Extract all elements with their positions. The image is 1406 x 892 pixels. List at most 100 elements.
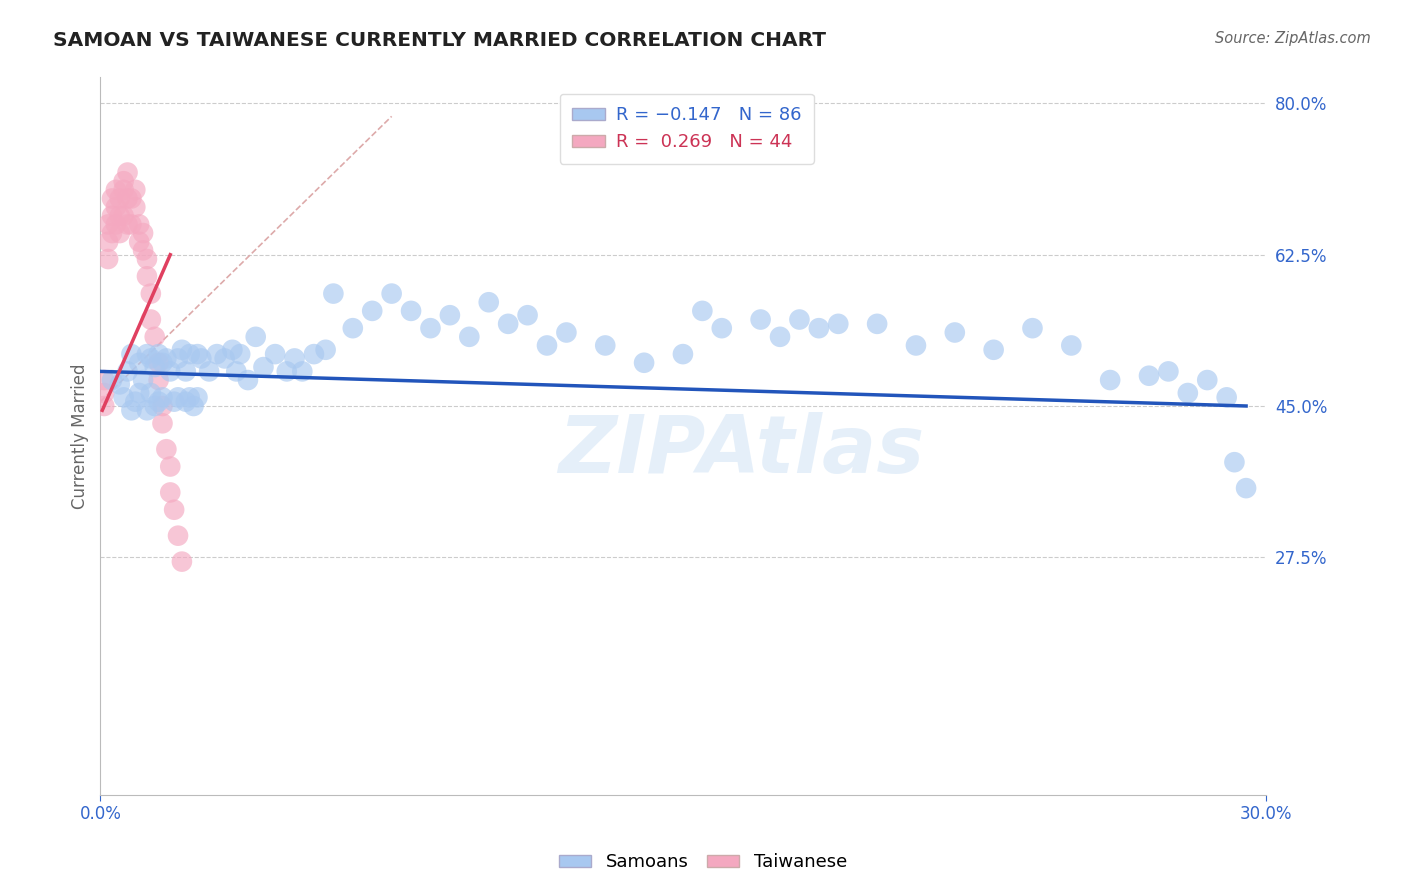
Point: [136, 347, 159, 361]
Point: [159, 364, 181, 378]
Point: [186, 347, 208, 361]
Point: [555, 326, 578, 340]
Point: [1215, 390, 1237, 404]
Point: [117, 364, 139, 378]
Point: [221, 343, 243, 357]
Point: [183, 399, 205, 413]
Text: Source: ZipAtlas.com: Source: ZipAtlas.com: [1215, 31, 1371, 46]
Point: [163, 502, 186, 516]
Point: [163, 394, 186, 409]
Point: [749, 312, 772, 326]
Point: [152, 417, 174, 431]
Point: [120, 218, 142, 232]
Point: [128, 386, 150, 401]
Point: [198, 364, 221, 378]
Y-axis label: Currently Married: Currently Married: [72, 364, 89, 509]
Point: [159, 459, 181, 474]
Point: [101, 192, 124, 206]
Point: [692, 304, 714, 318]
Point: [1234, 481, 1257, 495]
Point: [593, 338, 616, 352]
Point: [167, 390, 190, 404]
Point: [1223, 455, 1246, 469]
Point: [101, 226, 124, 240]
Point: [136, 269, 159, 284]
Point: [108, 226, 131, 240]
Point: [108, 192, 131, 206]
Legend: Samoans, Taiwanese: Samoans, Taiwanese: [551, 847, 855, 879]
Point: [112, 209, 135, 223]
Point: [179, 347, 201, 361]
Point: [132, 226, 155, 240]
Point: [148, 356, 170, 370]
Point: [190, 351, 212, 366]
Point: [302, 347, 325, 361]
Point: [983, 343, 1005, 357]
Point: [139, 386, 162, 401]
Point: [361, 304, 384, 318]
Point: [399, 304, 422, 318]
Point: [128, 356, 150, 370]
Point: [516, 308, 538, 322]
Point: [439, 308, 461, 322]
Point: [866, 317, 889, 331]
Point: [117, 192, 139, 206]
Point: [104, 218, 127, 232]
Point: [769, 330, 792, 344]
Point: [136, 403, 159, 417]
Point: [112, 183, 135, 197]
Point: [93, 373, 115, 387]
Point: [101, 373, 124, 387]
Point: [381, 286, 404, 301]
Point: [128, 235, 150, 249]
Point: [97, 235, 120, 249]
Point: [291, 364, 314, 378]
Point: [93, 386, 115, 401]
Point: [672, 347, 695, 361]
Point: [112, 174, 135, 188]
Point: [229, 347, 252, 361]
Point: [225, 364, 247, 378]
Point: [97, 218, 120, 232]
Point: [112, 390, 135, 404]
Point: [943, 326, 966, 340]
Point: [174, 394, 197, 409]
Point: [148, 347, 170, 361]
Point: [93, 399, 115, 413]
Point: [124, 183, 146, 197]
Text: SAMOAN VS TAIWANESE CURRENTLY MARRIED CORRELATION CHART: SAMOAN VS TAIWANESE CURRENTLY MARRIED CO…: [53, 31, 827, 50]
Text: ZIPAtlas: ZIPAtlas: [558, 411, 924, 490]
Point: [342, 321, 364, 335]
Point: [167, 351, 190, 366]
Point: [120, 347, 142, 361]
Point: [1099, 373, 1122, 387]
Legend: R = −0.147   N = 86, R =  0.269   N = 44: R = −0.147 N = 86, R = 0.269 N = 44: [560, 94, 814, 164]
Point: [148, 373, 170, 387]
Point: [152, 390, 174, 404]
Point: [1137, 368, 1160, 383]
Point: [136, 252, 159, 266]
Point: [245, 330, 267, 344]
Point: [132, 244, 155, 258]
Point: [170, 343, 193, 357]
Point: [132, 373, 155, 387]
Point: [117, 218, 139, 232]
Point: [789, 312, 811, 326]
Point: [101, 209, 124, 223]
Point: [1197, 373, 1219, 387]
Point: [1021, 321, 1043, 335]
Point: [283, 351, 305, 366]
Point: [1157, 364, 1180, 378]
Point: [315, 343, 337, 357]
Point: [152, 356, 174, 370]
Point: [108, 377, 131, 392]
Point: [148, 394, 170, 409]
Point: [159, 485, 181, 500]
Point: [170, 555, 193, 569]
Point: [155, 442, 177, 457]
Point: [419, 321, 441, 335]
Point: [214, 351, 236, 366]
Point: [128, 218, 150, 232]
Point: [322, 286, 344, 301]
Point: [458, 330, 481, 344]
